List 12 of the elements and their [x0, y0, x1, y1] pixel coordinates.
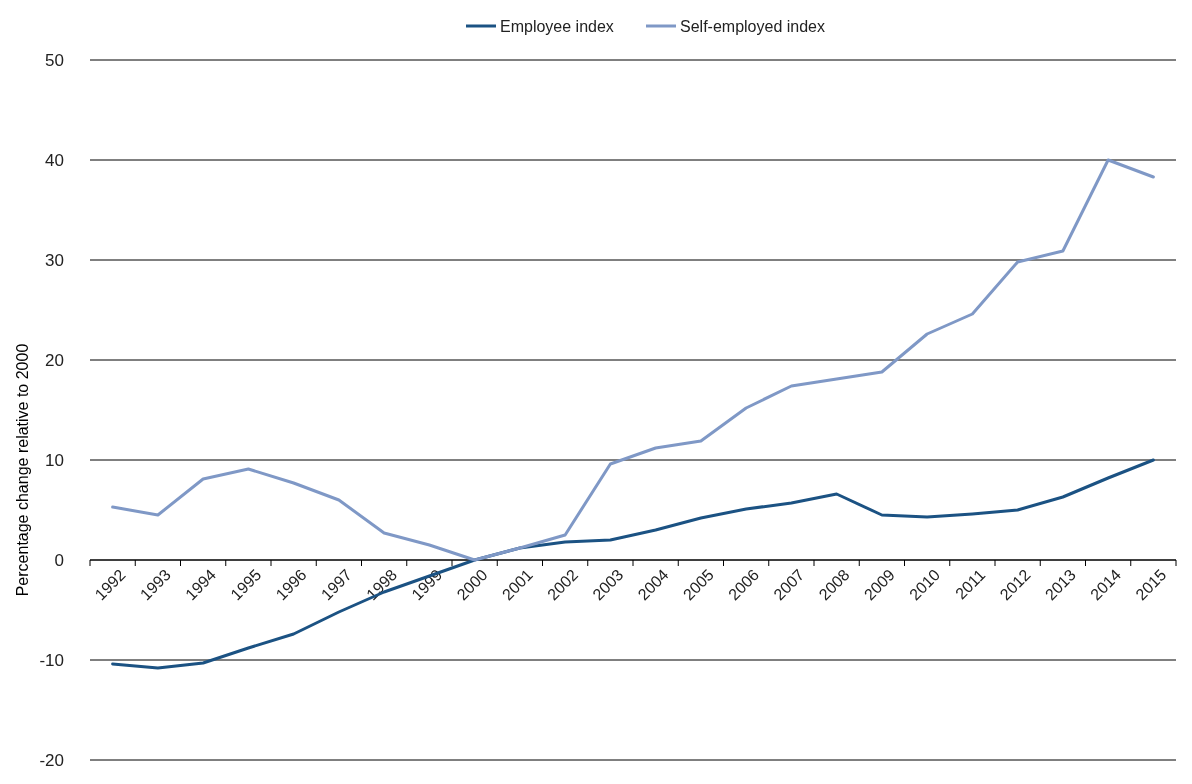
y-tick-label: -10	[39, 650, 64, 670]
y-axis-title: Percentage change relative to 2000	[14, 343, 31, 597]
y-tick-label: 10	[45, 450, 64, 470]
y-tick-label: 0	[54, 550, 64, 570]
y-tick-label: 30	[45, 250, 64, 270]
y-tick-label: 50	[45, 50, 64, 70]
y-tick-label: -20	[39, 750, 64, 770]
legend-label: Employee index	[500, 17, 614, 35]
y-tick-label: 40	[45, 150, 64, 170]
y-tick-label: 20	[45, 350, 64, 370]
legend-label: Self-employed index	[680, 17, 825, 35]
line-series	[111, 158, 1155, 562]
